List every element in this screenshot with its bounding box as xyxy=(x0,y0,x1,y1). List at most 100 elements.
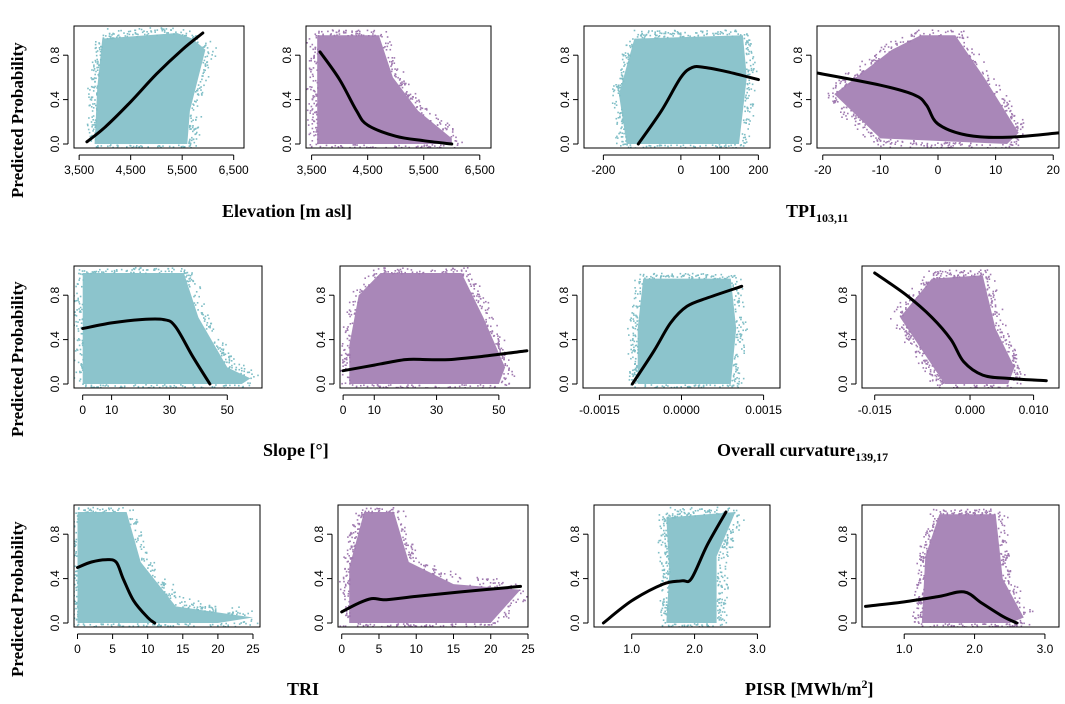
scatter-point xyxy=(228,358,231,360)
scatter-point xyxy=(487,578,489,580)
scatter-point xyxy=(167,32,169,34)
scatter-point xyxy=(750,88,753,90)
scatter-point xyxy=(402,71,405,73)
scatter-point xyxy=(434,386,437,388)
scatter-point xyxy=(379,35,382,37)
scatter-point xyxy=(742,136,745,139)
scatter-point xyxy=(919,552,921,555)
scatter-point xyxy=(514,583,517,586)
scatter-point xyxy=(636,381,639,383)
scatter-point xyxy=(488,624,491,626)
scatter-point xyxy=(645,34,647,37)
scatter-point xyxy=(738,372,741,375)
scatter-point xyxy=(309,86,311,88)
scatter-point xyxy=(95,41,97,43)
scatter-point xyxy=(724,588,726,590)
scatter-point xyxy=(633,297,636,300)
scatter-point xyxy=(476,576,479,579)
scatter-point xyxy=(247,382,249,384)
scatter-point xyxy=(665,572,668,574)
scatter-point xyxy=(894,141,897,144)
scatter-point xyxy=(717,617,719,619)
scatter-point xyxy=(664,606,666,609)
scatter-point xyxy=(748,88,750,91)
scatter-point xyxy=(879,49,882,52)
scatter-point xyxy=(385,388,387,390)
scatter-cloud xyxy=(834,35,1019,145)
scatter-point xyxy=(1017,144,1020,147)
scatter-point xyxy=(834,100,836,102)
scatter-point xyxy=(1016,376,1018,378)
scatter-point xyxy=(945,510,947,513)
scatter-point xyxy=(922,352,924,355)
scatter-point xyxy=(106,37,109,40)
scatter-point xyxy=(458,576,461,579)
scatter-point xyxy=(75,285,77,288)
scatter-point xyxy=(630,348,632,351)
scatter-point xyxy=(457,580,459,583)
scatter-point xyxy=(736,382,739,385)
scatter-point xyxy=(925,282,928,284)
scatter-point xyxy=(394,149,396,151)
panel-11: 0.00.40.81.0 2.0 3.0 xyxy=(568,504,771,656)
scatter-point xyxy=(358,528,360,530)
scatter-point xyxy=(969,270,972,272)
scatter-point xyxy=(160,146,162,148)
scatter-point xyxy=(1019,621,1022,624)
scatter-point xyxy=(410,624,412,626)
scatter-point xyxy=(349,382,351,385)
scatter-point xyxy=(1014,624,1016,626)
scatter-point xyxy=(504,378,506,381)
scatter-point xyxy=(134,267,137,269)
scatter-point xyxy=(736,320,738,322)
scatter-point xyxy=(746,83,749,85)
scatter-point xyxy=(334,144,337,147)
scatter-point xyxy=(911,35,914,37)
scatter-point xyxy=(697,384,700,387)
scatter-point xyxy=(909,146,912,148)
scatter-point xyxy=(75,551,77,553)
scatter-point xyxy=(242,613,244,615)
scatter-point xyxy=(81,364,83,366)
scatter-point xyxy=(77,580,79,583)
scatter-point xyxy=(204,64,207,67)
scatter-point xyxy=(725,146,727,148)
scatter-point xyxy=(924,556,927,559)
scatter-point xyxy=(419,270,421,273)
scatter-point xyxy=(354,309,357,311)
scatter-point xyxy=(374,276,376,279)
scatter-point xyxy=(936,624,939,627)
scatter-point xyxy=(639,281,641,283)
scatter-point xyxy=(999,328,1002,331)
scatter-point xyxy=(112,146,114,148)
scatter-point xyxy=(1002,558,1004,561)
scatter-point xyxy=(196,131,198,134)
scatter-point xyxy=(206,61,209,63)
scatter-point xyxy=(691,277,693,280)
panel-frame xyxy=(593,504,771,628)
scatter-point xyxy=(451,149,453,151)
scatter-point xyxy=(171,593,173,595)
scatter-point xyxy=(349,564,352,567)
scatter-point xyxy=(249,382,251,384)
scatter-point xyxy=(128,33,131,36)
scatter-point xyxy=(613,106,616,109)
scatter-point xyxy=(917,295,919,298)
scatter-point xyxy=(398,510,400,513)
scatter-point xyxy=(1011,144,1014,146)
scatter-point xyxy=(311,43,314,46)
scatter-point xyxy=(905,330,907,332)
scatter-point xyxy=(192,130,194,133)
scatter-point xyxy=(338,29,340,32)
scatter-point xyxy=(204,69,206,72)
scatter-point xyxy=(86,271,88,273)
scatter-point xyxy=(95,70,97,73)
scatter-point xyxy=(102,384,104,387)
scatter-point xyxy=(899,328,901,330)
scatter-point xyxy=(915,143,918,146)
scatter-point xyxy=(922,560,925,562)
scatter-point xyxy=(879,50,881,53)
scatter-point xyxy=(234,368,237,371)
scatter-point xyxy=(117,34,119,37)
scatter-point xyxy=(106,268,109,271)
